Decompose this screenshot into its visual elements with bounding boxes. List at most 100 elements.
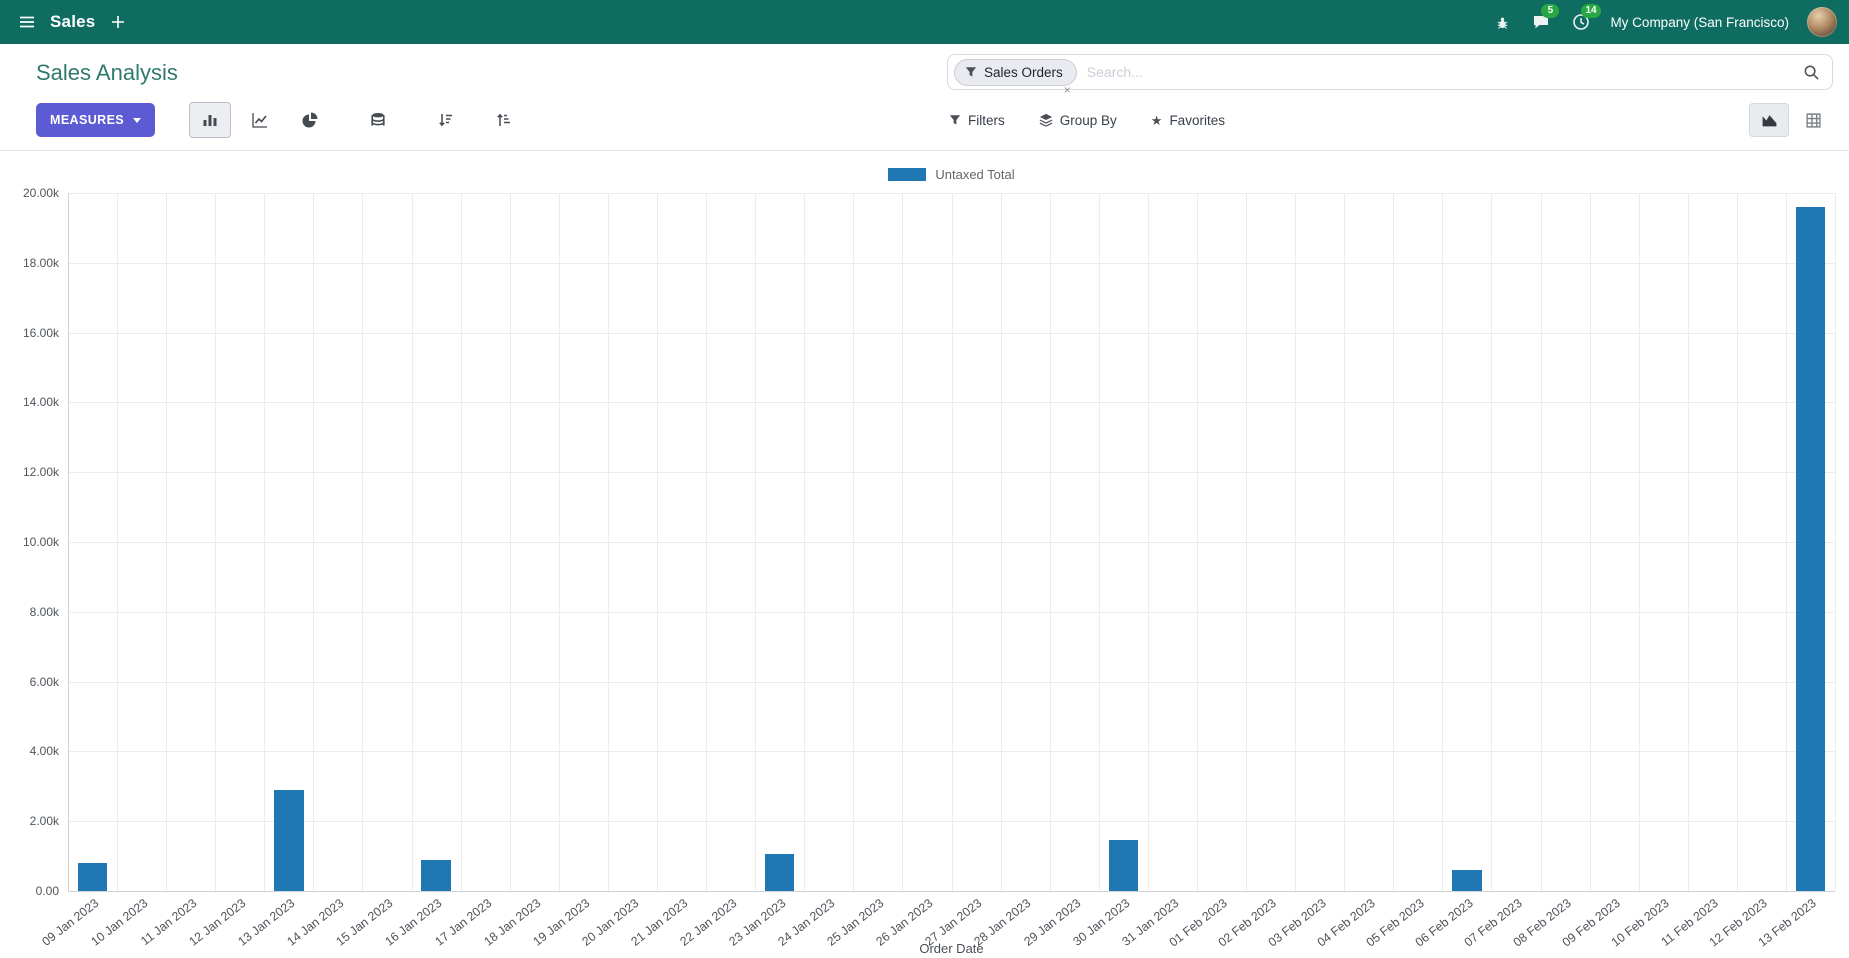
- v-gridline: [1344, 193, 1346, 891]
- v-gridline: [1736, 193, 1738, 891]
- legend: Untaxed Total: [68, 165, 1835, 183]
- plot-column: Untaxed Total 0.00 2.00k 4.00k 6.00k 8.00k 10…: [23, 165, 1836, 956]
- pie-chart-icon: [302, 112, 318, 128]
- search-facet[interactable]: Sales Orders: [954, 58, 1077, 86]
- v-gridline: [509, 193, 511, 891]
- v-gridline: [558, 193, 560, 891]
- sort-ascending-button[interactable]: [483, 102, 525, 138]
- messages-badge: 5: [1541, 4, 1560, 18]
- y-tick-label: 8.00k: [29, 604, 59, 619]
- v-gridline: [1049, 193, 1051, 891]
- messages-icon: [1532, 13, 1550, 31]
- v-gridline: [853, 193, 855, 891]
- v-gridline: [1245, 193, 1247, 891]
- bar[interactable]: [1795, 206, 1826, 891]
- bar[interactable]: [1108, 840, 1138, 891]
- topbar: Sales 5 14 My Company (San: [0, 0, 1849, 44]
- menu-icon: [18, 13, 36, 31]
- control-panel: Sales Analysis Sales Orders × MEASURES: [0, 44, 1849, 151]
- bar-chart-icon: [202, 112, 218, 128]
- stacked-toggle-button[interactable]: [357, 102, 399, 138]
- y-tick-label: 10.00k: [22, 535, 59, 549]
- sort-descending-button[interactable]: [425, 102, 467, 138]
- search-icon[interactable]: [1803, 64, 1820, 81]
- bug-icon: [1495, 15, 1510, 30]
- pivot-view-icon: [1805, 112, 1822, 129]
- v-gridline: [656, 193, 658, 891]
- filter-menus: Filters Group By ★ Favorites: [947, 109, 1227, 132]
- bar[interactable]: [274, 789, 304, 891]
- y-tick-label: 0.00: [35, 884, 59, 898]
- favorites-button[interactable]: ★ Favorites: [1149, 109, 1227, 132]
- v-gridline: [1098, 193, 1100, 891]
- pie-chart-button[interactable]: [289, 102, 331, 138]
- v-gridline: [1785, 193, 1787, 891]
- bar[interactable]: [764, 854, 795, 891]
- y-tick-label: 14.00k: [22, 395, 59, 410]
- pivot-view-button[interactable]: [1793, 103, 1833, 137]
- company-switcher[interactable]: My Company (San Francisco): [1610, 14, 1789, 30]
- graph-view-icon: [1761, 112, 1778, 129]
- search-input[interactable]: [1084, 63, 1795, 81]
- facet-remove-icon[interactable]: ×: [1063, 82, 1071, 97]
- activities-button[interactable]: 14: [1570, 4, 1601, 33]
- plot-area: 0.00 2.00k 4.00k 6.00k 8.00k 10.00k 12.00k 14.0…: [23, 186, 1836, 898]
- v-gridline: [1147, 193, 1149, 891]
- measures-button[interactable]: MEASURES: [36, 103, 156, 137]
- search-bar: Sales Orders ×: [947, 54, 1833, 96]
- v-gridline: [1540, 193, 1542, 891]
- v-gridline: [1687, 193, 1689, 891]
- measures-label: MEASURES: [50, 113, 125, 127]
- bar[interactable]: [1452, 870, 1482, 891]
- y-tick-label: 16.00k: [22, 325, 59, 340]
- y-tick-label: 2.00k: [29, 814, 59, 829]
- search-facet-wrap: Sales Orders ×: [954, 58, 1077, 96]
- sort-asc-icon: [496, 112, 512, 128]
- v-gridline: [1589, 193, 1591, 891]
- group-by-icon: [1039, 113, 1053, 127]
- page-title: Sales Analysis: [36, 60, 178, 85]
- menu-toggle-button[interactable]: [12, 9, 42, 35]
- filters-icon: [949, 114, 961, 126]
- plus-icon: [111, 15, 125, 29]
- group-by-button[interactable]: Group By: [1037, 109, 1119, 132]
- v-gridline: [264, 193, 266, 891]
- line-chart-button[interactable]: [239, 102, 281, 138]
- v-gridline: [902, 193, 904, 891]
- line-chart-icon: [252, 112, 268, 128]
- filter-icon: [965, 66, 977, 78]
- debug-button[interactable]: [1493, 13, 1512, 32]
- x-axis-title: Order Date: [919, 941, 984, 956]
- activities-badge: 14: [1581, 4, 1601, 18]
- v-gridline: [1393, 193, 1395, 891]
- v-gridline: [1295, 193, 1297, 891]
- filters-button[interactable]: Filters: [947, 109, 1007, 132]
- y-tick-label: 18.00k: [22, 255, 59, 270]
- v-gridline: [68, 193, 69, 891]
- v-gridline: [1491, 193, 1493, 891]
- bar-chart-button[interactable]: [189, 102, 232, 138]
- filters-label: Filters: [968, 112, 1005, 128]
- v-gridline: [755, 193, 757, 891]
- v-gridline: [804, 193, 806, 891]
- v-gridline: [607, 193, 609, 891]
- stacked-icon: [370, 112, 386, 128]
- favorites-label: Favorites: [1169, 112, 1225, 128]
- bar[interactable]: [421, 859, 451, 891]
- avatar[interactable]: [1807, 7, 1837, 37]
- v-gridline: [706, 193, 708, 891]
- view-switcher: [1749, 103, 1833, 137]
- sort-desc-icon: [438, 112, 454, 128]
- favorites-icon: ★: [1150, 112, 1163, 128]
- v-gridline: [1638, 193, 1640, 891]
- messages-button[interactable]: 5: [1530, 4, 1560, 33]
- topbar-systray: 5 14 My Company (San Francisco): [1493, 4, 1837, 37]
- bar[interactable]: [77, 863, 108, 891]
- sort-group: [425, 102, 525, 138]
- new-window-button[interactable]: [105, 11, 131, 33]
- y-tick-label: 20.00k: [22, 186, 59, 200]
- v-gridline: [460, 193, 462, 891]
- graph-view-button[interactable]: [1749, 103, 1789, 137]
- legend-item[interactable]: Untaxed Total: [888, 167, 1015, 182]
- app-name[interactable]: Sales: [50, 12, 96, 31]
